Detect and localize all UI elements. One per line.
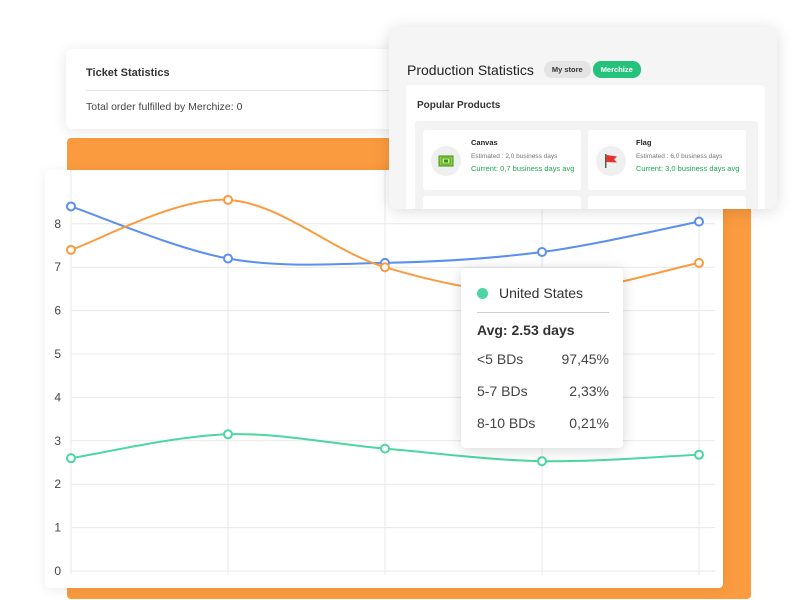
product-card[interactable]: [423, 196, 581, 209]
flag-icon: [596, 146, 626, 176]
production-header: Production Statistics My store Merchize: [407, 61, 643, 78]
y-tick-label: 5: [54, 347, 61, 361]
product-card-canvas[interactable]: Canvas Estimated : 2,0 business days Cur…: [423, 130, 581, 190]
data-point: [66, 201, 76, 212]
y-tick-label: 4: [54, 390, 61, 404]
popular-products-grid: Canvas Estimated : 2,0 business days Cur…: [415, 121, 758, 209]
product-estimated: Estimated : 6,0 business days: [636, 153, 723, 160]
ticket-statistics-title: Ticket Statistics: [86, 67, 170, 79]
y-axis-ticks: 0 1 2 3 4 5 6 7 8: [54, 217, 61, 578]
y-tick-label: 1: [54, 521, 61, 535]
y-tick-label: 3: [54, 434, 61, 448]
data-point: [694, 216, 704, 227]
tooltip-row-label: 8-10 BDs: [477, 415, 536, 431]
ticket-divider: [86, 90, 406, 91]
chart-tooltip: United States Avg: 2.53 days <5 BDs 97,4…: [461, 268, 623, 448]
my-store-toggle[interactable]: My store: [543, 61, 591, 78]
data-point: [66, 453, 76, 464]
product-name: Canvas: [471, 138, 498, 147]
y-tick-label: 2: [54, 477, 61, 491]
tooltip-row: 8-10 BDs 0,21%: [477, 415, 609, 431]
y-tick-label: 7: [54, 260, 61, 274]
tooltip-row: 5-7 BDs 2,33%: [477, 383, 609, 399]
product-estimated: Estimated : 2,0 business days: [471, 153, 558, 160]
data-point: [223, 253, 233, 264]
tooltip-row-label: <5 BDs: [477, 351, 524, 367]
total-orders-label: Total order fulfilled by Merchize: 0: [86, 101, 243, 113]
data-point: [537, 247, 547, 258]
data-point: [380, 262, 390, 273]
data-point: [694, 257, 704, 268]
tooltip-row: <5 BDs 97,45%: [477, 351, 609, 367]
data-point: [380, 443, 390, 454]
product-card[interactable]: [588, 196, 746, 209]
canvas-icon: [431, 146, 461, 176]
popular-products-title: Popular Products: [417, 100, 501, 111]
data-point: [66, 244, 76, 255]
product-current: Current: 3,0 business days avg: [636, 164, 740, 173]
y-tick-label: 6: [54, 304, 61, 318]
merchize-toggle[interactable]: Merchize: [592, 61, 641, 78]
product-name: Flag: [636, 138, 652, 147]
tooltip-row-label: 5-7 BDs: [477, 383, 528, 399]
y-tick-label: 0: [54, 564, 61, 578]
ticket-statistics-card: Ticket Statistics Total order fulfilled …: [66, 49, 406, 129]
tooltip-country: United States: [499, 285, 584, 301]
tooltip-divider: [477, 312, 609, 313]
data-point: [223, 429, 233, 440]
production-statistics-card: Production Statistics My store Merchize …: [389, 27, 777, 209]
tooltip-header: United States: [477, 285, 583, 301]
product-current: Current: 0,7 business days avg: [471, 164, 575, 173]
popular-products-panel: Popular Products Canvas Estimated : 2,0 …: [406, 85, 765, 209]
tooltip-row-value: 2,33%: [569, 383, 609, 399]
product-card-flag[interactable]: Flag Estimated : 6,0 business days Curre…: [588, 130, 746, 190]
tooltip-row-value: 0,21%: [569, 415, 609, 431]
tooltip-average: Avg: 2.53 days: [477, 322, 575, 338]
tooltip-row-value: 97,45%: [561, 351, 609, 367]
production-statistics-title: Production Statistics: [407, 61, 534, 78]
data-point: [537, 456, 547, 467]
y-tick-label: 8: [54, 217, 61, 231]
data-point: [223, 194, 233, 205]
legend-dot-icon: [477, 287, 488, 299]
data-point: [694, 449, 704, 460]
